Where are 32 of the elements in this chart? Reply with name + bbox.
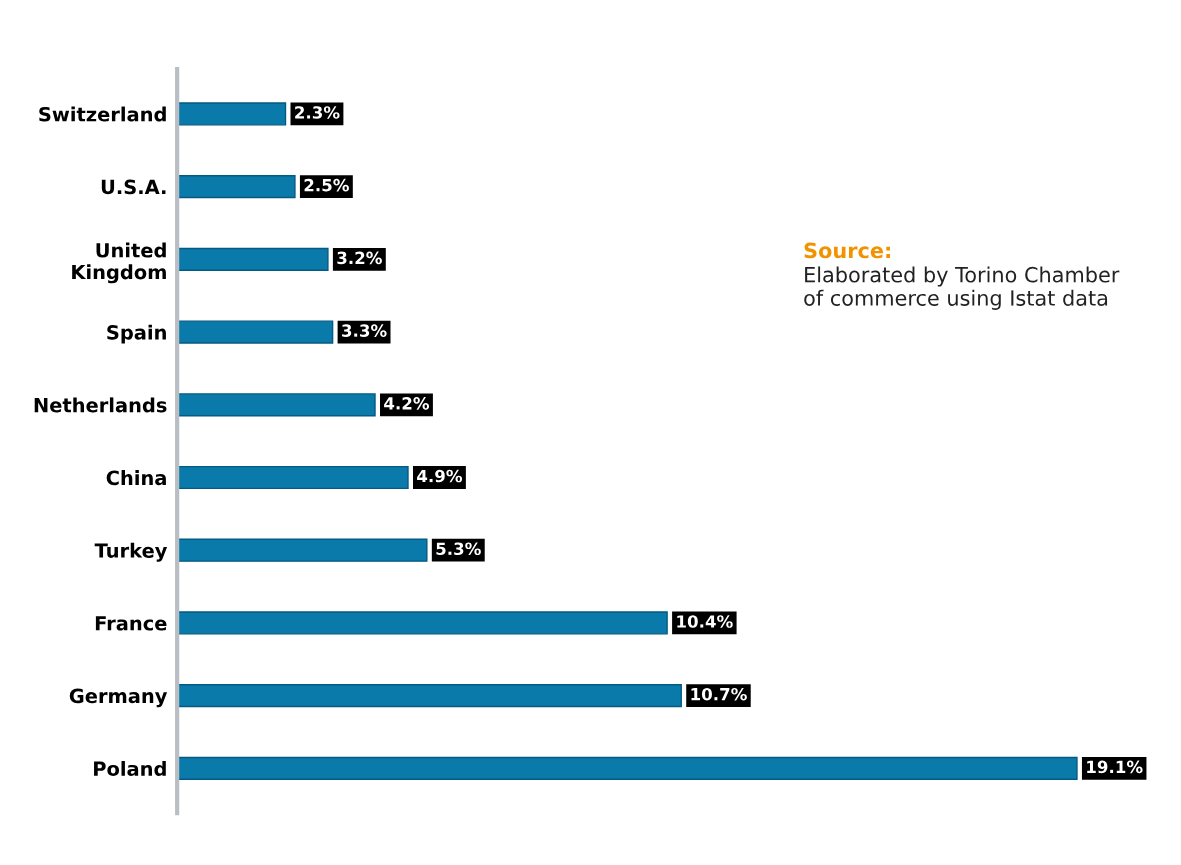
bar (177, 247, 329, 271)
y-tick-label: Spain (107, 324, 166, 344)
y-tick-label: Turkey (94, 542, 168, 562)
y-tick-label: United Kingdom (72, 242, 166, 284)
bar (177, 102, 287, 126)
data-label: 10.7% (691, 687, 747, 701)
data-label: 3.2% (337, 251, 382, 265)
y-tick-label: China (106, 470, 166, 486)
y-tick-label: U.S.A. (101, 179, 166, 195)
bar (177, 684, 682, 708)
data-label: 10.4% (677, 615, 733, 628)
annotation: Elaborated by Torino Chamber of commerce using Istat data (804, 266, 1120, 310)
bar (177, 538, 428, 562)
bar (177, 756, 1078, 780)
bar (177, 393, 376, 417)
bar (177, 320, 334, 344)
bar (177, 611, 668, 635)
y-tick-label: Germany (69, 688, 168, 708)
data-label: 3.3% (342, 324, 387, 337)
bar (177, 465, 409, 490)
y-tick-label: Switzerland (39, 106, 166, 122)
y-tick-label: Netherlands (34, 397, 167, 413)
data-label: 2.5% (304, 178, 349, 192)
bar (177, 175, 296, 199)
y-tick-label: Poland (94, 760, 166, 777)
data-label: 5.3% (436, 542, 481, 556)
y-tick-label: France (95, 616, 167, 631)
annotation: Source: (804, 242, 890, 259)
data-label: 4.2% (384, 397, 430, 410)
data-label: 2.3% (295, 106, 340, 119)
data-label: 19.1% (1087, 760, 1143, 774)
data-label: 4.9% (417, 469, 463, 483)
